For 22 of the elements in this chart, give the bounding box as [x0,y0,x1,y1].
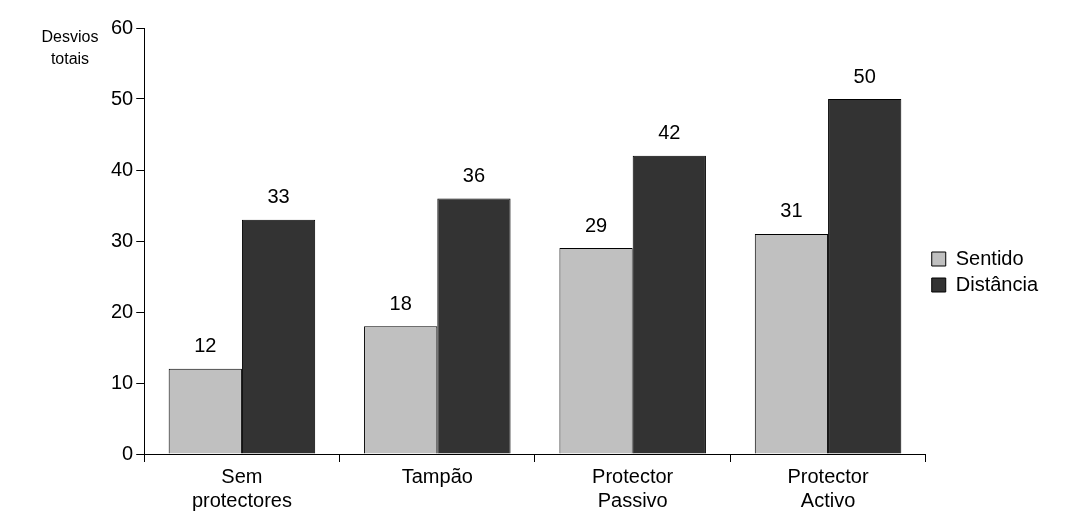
y-tick-label: 0 [122,441,134,464]
x-tick-label: Protector Passivo [592,464,674,511]
y-axis-title: Desvios totais [41,28,99,68]
y-tick-label: 10 [111,370,134,393]
data-label: 18 [389,291,412,314]
y-tick-label: 50 [111,86,134,109]
data-label: 50 [853,64,876,87]
legend-label: Distância [955,272,1039,295]
data-label: 31 [780,199,803,222]
data-label: 42 [658,121,681,144]
x-tick-label: Protector Activo [787,464,869,511]
data-label: 12 [194,334,217,357]
y-tick-label: 20 [111,299,134,322]
x-tick-label: Sem protectores [191,464,292,511]
legend-label: Sentido [955,246,1024,269]
y-tick-label: 40 [111,157,134,180]
y-tick-label: 30 [111,228,134,251]
data-label: 36 [462,163,486,186]
data-label: 33 [267,185,290,208]
y-tick-label: 60 [111,15,134,38]
x-tick-label: Tampão [401,464,473,487]
data-label: 29 [584,213,608,236]
